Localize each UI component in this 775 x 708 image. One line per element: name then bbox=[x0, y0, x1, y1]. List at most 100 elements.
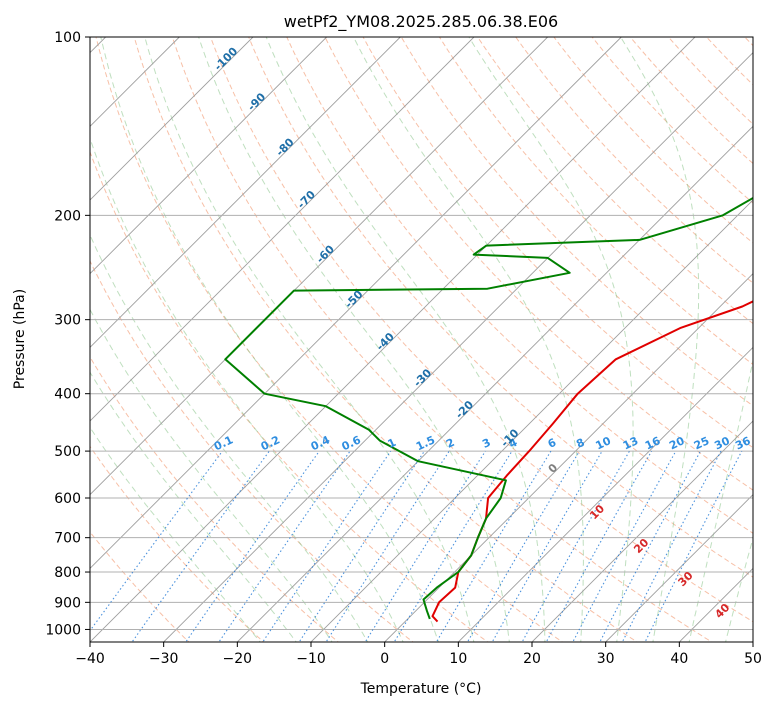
dry-adiabat-line bbox=[362, 37, 753, 449]
isotherm-line bbox=[90, 37, 327, 275]
dry-adiabat-line bbox=[171, 37, 713, 642]
isotherm-line bbox=[384, 273, 753, 642]
mixing-ratio-line bbox=[621, 450, 722, 642]
isotherm-label: -60 bbox=[314, 242, 337, 265]
isotherm-line bbox=[605, 494, 753, 642]
x-tick-label: 40 bbox=[670, 651, 688, 667]
mixing-ratio-label: 8 bbox=[574, 436, 586, 451]
isotherm-line bbox=[458, 346, 753, 642]
mixing-ratio-line bbox=[131, 450, 270, 642]
mixing-ratio-line bbox=[466, 450, 580, 642]
isotherm-line bbox=[90, 37, 401, 348]
mixing-ratio-label: 0.1 bbox=[212, 433, 235, 453]
moist-adiabat-line bbox=[90, 371, 297, 642]
x-tick-label: −10 bbox=[296, 651, 326, 667]
moist-adiabat-line bbox=[90, 233, 369, 642]
background-lines bbox=[90, 24, 775, 645]
x-tick-label: −20 bbox=[223, 651, 253, 667]
dry-adiabat-line bbox=[90, 150, 489, 642]
mixing-ratio-line bbox=[572, 450, 677, 642]
dry-adiabat-line bbox=[705, 37, 753, 86]
mixing-ratio-line bbox=[262, 450, 392, 642]
y-tick-label: 200 bbox=[54, 208, 81, 224]
y-tick-label: 400 bbox=[54, 387, 81, 403]
x-tick-label: 20 bbox=[523, 651, 541, 667]
mixing-ratio-line bbox=[218, 450, 351, 642]
dry-adiabat-line bbox=[744, 37, 753, 47]
moist-adiabat-line bbox=[352, 37, 584, 642]
mixing-ratio-label: 6 bbox=[546, 436, 559, 451]
dry-adiabat-line bbox=[90, 259, 414, 642]
plot-frame bbox=[89, 36, 754, 643]
x-tick-label: 10 bbox=[449, 651, 467, 667]
mixing-ratio-label: 0.4 bbox=[309, 433, 332, 453]
y-axis-label: Pressure (hPa) bbox=[12, 289, 28, 389]
axis-ticks: −40 −30 −20 −10 0 10 20 30 40 50 1000 900 800 700 600 5… bbox=[45, 30, 762, 667]
moist-adiabat-line bbox=[90, 308, 333, 642]
y-tick-label: 600 bbox=[54, 491, 81, 507]
isotherm-line bbox=[531, 420, 753, 642]
isotherm-line bbox=[752, 641, 753, 642]
isotherm-label: -70 bbox=[295, 188, 318, 211]
mixing-ratio-line bbox=[364, 450, 486, 642]
dry-adiabat-line bbox=[90, 531, 190, 642]
isotherm-line bbox=[90, 37, 696, 642]
y-tick-label: 300 bbox=[54, 313, 81, 329]
mixing-ratio-line bbox=[599, 450, 701, 642]
isotherm-line bbox=[90, 37, 622, 569]
dry-adiabat-line bbox=[286, 37, 753, 534]
mixing-ratio-label: 0.2 bbox=[259, 433, 282, 453]
dewpoint-profile-line bbox=[224, 196, 753, 620]
chart-title: wetPf2_YM08.2025.285.06.38.E06 bbox=[284, 12, 558, 32]
dry-adiabat-line bbox=[770, 24, 775, 645]
moist-adiabat-line bbox=[90, 426, 261, 642]
mixing-ratio-label: 1.5 bbox=[414, 433, 437, 453]
dry-adiabat-line bbox=[477, 37, 753, 325]
isotherm-line bbox=[90, 37, 254, 201]
y-tick-label: 900 bbox=[54, 595, 81, 611]
y-tick-label: 800 bbox=[54, 565, 81, 581]
y-tick-label: 500 bbox=[54, 444, 81, 460]
moist-adiabat-line bbox=[468, 37, 634, 642]
mixing-ratio-line bbox=[325, 450, 450, 642]
temperature-profile-line bbox=[431, 300, 753, 623]
y-tick-label: 100 bbox=[54, 30, 81, 46]
dry-adiabat-line bbox=[591, 37, 753, 204]
x-tick-label: −40 bbox=[75, 651, 105, 667]
isotherm-line bbox=[237, 125, 753, 642]
mixing-ratio-label: 13 bbox=[621, 434, 640, 452]
isotherm-line bbox=[310, 199, 753, 642]
x-tick-label: 30 bbox=[597, 651, 615, 667]
x-tick-label: 0 bbox=[380, 651, 389, 667]
x-tick-label: −30 bbox=[149, 651, 179, 667]
dry-adiabat-line bbox=[438, 37, 753, 366]
mixing-ratio-label: 25 bbox=[692, 434, 711, 452]
mixing-ratio-label: 0.6 bbox=[340, 433, 363, 453]
mixing-ratio-label: 3 bbox=[480, 436, 492, 451]
isotherm-line bbox=[90, 37, 475, 422]
dry-adiabat-line bbox=[324, 37, 753, 491]
mixing-ratio-line bbox=[90, 450, 223, 632]
isotherm-label: -80 bbox=[273, 135, 296, 158]
mixing-ratio-label: 10 bbox=[594, 434, 614, 452]
x-tick-label: 50 bbox=[744, 651, 762, 667]
isotherm-label: -20 bbox=[453, 398, 476, 421]
mixing-ratio-label: 20 bbox=[667, 434, 687, 452]
dry-adiabat-line bbox=[90, 445, 265, 642]
isotherm-line bbox=[163, 52, 753, 642]
y-tick-label: 1000 bbox=[45, 622, 81, 638]
y-tick-label: 700 bbox=[54, 531, 81, 547]
mixing-ratio-label: 30 bbox=[712, 434, 732, 452]
moist-adiabat-line bbox=[144, 37, 475, 642]
moist-adiabat-label: 40 bbox=[712, 601, 732, 621]
mixing-ratio-line bbox=[185, 450, 320, 642]
moist-adiabat-line bbox=[620, 37, 700, 642]
isotherm-label: -30 bbox=[411, 366, 434, 389]
profile-lines bbox=[224, 196, 753, 623]
isotherm-label: -40 bbox=[374, 330, 397, 353]
moist-adiabat-line bbox=[198, 37, 510, 642]
x-axis-label: Temperature (°C) bbox=[360, 681, 482, 697]
dry-adiabat-line bbox=[90, 356, 340, 642]
moist-adiabat-line bbox=[90, 136, 404, 642]
